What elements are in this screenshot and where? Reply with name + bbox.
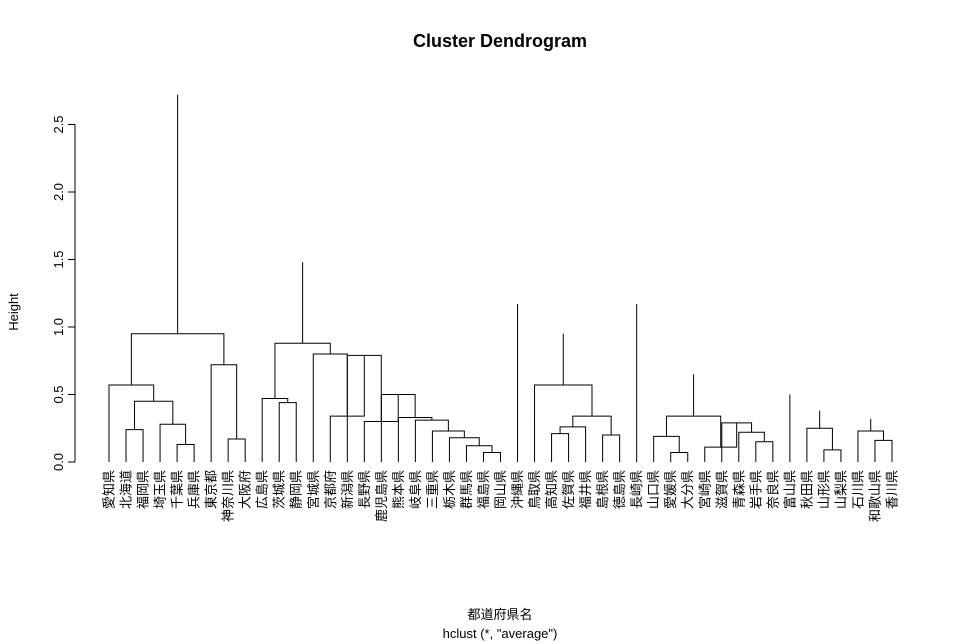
leaf-label: 山梨県 xyxy=(834,470,849,509)
leaf-label: 兵庫県 xyxy=(188,470,203,509)
leaf-label: 三重県 xyxy=(425,470,441,509)
leaf-label: 長崎県 xyxy=(630,470,645,509)
y-tick-label: 2.0 xyxy=(51,183,66,201)
leaf-label: 宮崎県 xyxy=(697,470,713,509)
merge-link-31 xyxy=(738,431,765,462)
leaf-label: 山形県 xyxy=(817,470,832,509)
merge-link-6 xyxy=(227,438,246,462)
merge-link-24 xyxy=(602,434,621,462)
merge-link-38 xyxy=(857,430,884,462)
leaf-label: 北海道 xyxy=(120,470,135,509)
merge-link-10 xyxy=(261,398,289,462)
leaf-label: 大分県 xyxy=(681,470,696,509)
merge-link-8 xyxy=(130,333,225,386)
merge-link-27 xyxy=(534,384,593,462)
leaf-label: 秋田県 xyxy=(800,470,815,509)
leaf-label: 香川県 xyxy=(886,470,901,509)
leaf-label: 沖縄県 xyxy=(511,470,526,509)
leaf-label: 岩手県 xyxy=(749,470,764,509)
merge-link-7 xyxy=(210,364,238,462)
merge-link-35 xyxy=(823,449,842,462)
leaf-label: 広島県 xyxy=(256,470,271,509)
y-axis: 0.0 0.5 1.0 1.5 2.0 2.5 xyxy=(51,115,76,471)
leaf-label: 岐阜県 xyxy=(408,470,424,509)
merge-link-1 xyxy=(125,429,144,462)
merge-link-11 xyxy=(482,452,501,462)
y-tick-label: 1.0 xyxy=(51,318,66,336)
merge-link-2 xyxy=(176,443,195,462)
merge-link-34 xyxy=(665,415,722,448)
merge-link-30 xyxy=(755,441,774,462)
leaf-label: 青森県 xyxy=(732,470,747,509)
leaf-label: 静岡県 xyxy=(290,470,305,509)
leaf-label: 東京都 xyxy=(204,470,220,509)
leaf-label: 鹿児島県 xyxy=(374,470,390,522)
leaf-label: 石川県 xyxy=(851,470,866,509)
merge-link-3 xyxy=(159,423,187,462)
leaf-label: 高知県 xyxy=(544,470,560,509)
merge-link-29 xyxy=(653,435,680,462)
leaf-label: 栃木県 xyxy=(443,470,458,509)
leaf-label: 長野県 xyxy=(358,470,373,509)
merge-link-23 xyxy=(551,433,570,462)
merge-link-26 xyxy=(572,415,612,435)
leaf-label: 埼玉県 xyxy=(154,470,169,509)
merge-link-5 xyxy=(108,384,155,462)
leaf-label: 茨城県 xyxy=(273,470,288,509)
merge-link-28 xyxy=(670,452,689,462)
merge-link-14 xyxy=(431,430,465,462)
x-axis-label: 都道府県名 xyxy=(467,607,532,622)
y-tick-label: 2.5 xyxy=(51,115,66,133)
leaf-label: 愛知県 xyxy=(102,470,118,509)
leaf-label: 奈良県 xyxy=(765,470,781,509)
y-tick-label: 0.0 xyxy=(51,453,66,471)
merge-link-4 xyxy=(134,400,174,430)
leaf-label: 新潟県 xyxy=(340,470,356,509)
leaf-label: 鳥取県 xyxy=(528,470,543,509)
merge-link-13 xyxy=(448,437,480,462)
leaf-label: 岡山県 xyxy=(494,470,509,509)
merge-link-37 xyxy=(874,439,893,462)
leaf-label: 福島県 xyxy=(477,470,492,509)
y-tick-label: 1.5 xyxy=(51,250,66,268)
leaf-label: 和歌山県 xyxy=(868,470,883,522)
leaf-label: 富山県 xyxy=(782,470,798,509)
leaf-label: 福井県 xyxy=(579,470,594,509)
merge-link-25 xyxy=(559,426,587,462)
leaf-label: 神奈川県 xyxy=(222,470,237,522)
leaf-label: 京都府 xyxy=(324,470,339,509)
merge-link-22 xyxy=(274,342,331,399)
leaf-label: 島根県 xyxy=(596,470,611,509)
chart-title: Cluster Dendrogram xyxy=(413,31,587,51)
dendrogram-tree xyxy=(108,94,893,462)
merge-link-12 xyxy=(465,445,493,462)
y-tick-label: 0.5 xyxy=(51,385,66,403)
leaf-label: 宮城県 xyxy=(306,470,322,509)
chart-subtitle: hclust (*, "average") xyxy=(443,626,558,641)
leaf-label: 滋賀県 xyxy=(715,470,730,509)
leaf-label: 大阪府 xyxy=(239,470,254,509)
leaf-label: 山口県 xyxy=(647,470,662,509)
leaf-label: 群馬県 xyxy=(460,470,475,509)
merge-link-36 xyxy=(806,427,833,462)
leaf-label: 熊本県 xyxy=(391,470,407,509)
leaf-labels: 愛知県 北海道 福岡県 埼玉県 千葉県 兵庫県 東京都 神奈川県 大阪府 広島県 茨城県 静岡県 宮城県… xyxy=(102,470,901,522)
leaf-label: 愛媛県 xyxy=(664,470,679,509)
leaf-label: 福岡県 xyxy=(137,470,152,509)
y-axis-label: Height xyxy=(6,293,21,331)
merge-link-9 xyxy=(278,402,297,462)
leaf-label: 千葉県 xyxy=(171,470,186,509)
merge-link-15 xyxy=(414,419,449,462)
leaf-label: 佐賀県 xyxy=(562,470,577,509)
leaf-label: 徳島県 xyxy=(613,470,628,509)
